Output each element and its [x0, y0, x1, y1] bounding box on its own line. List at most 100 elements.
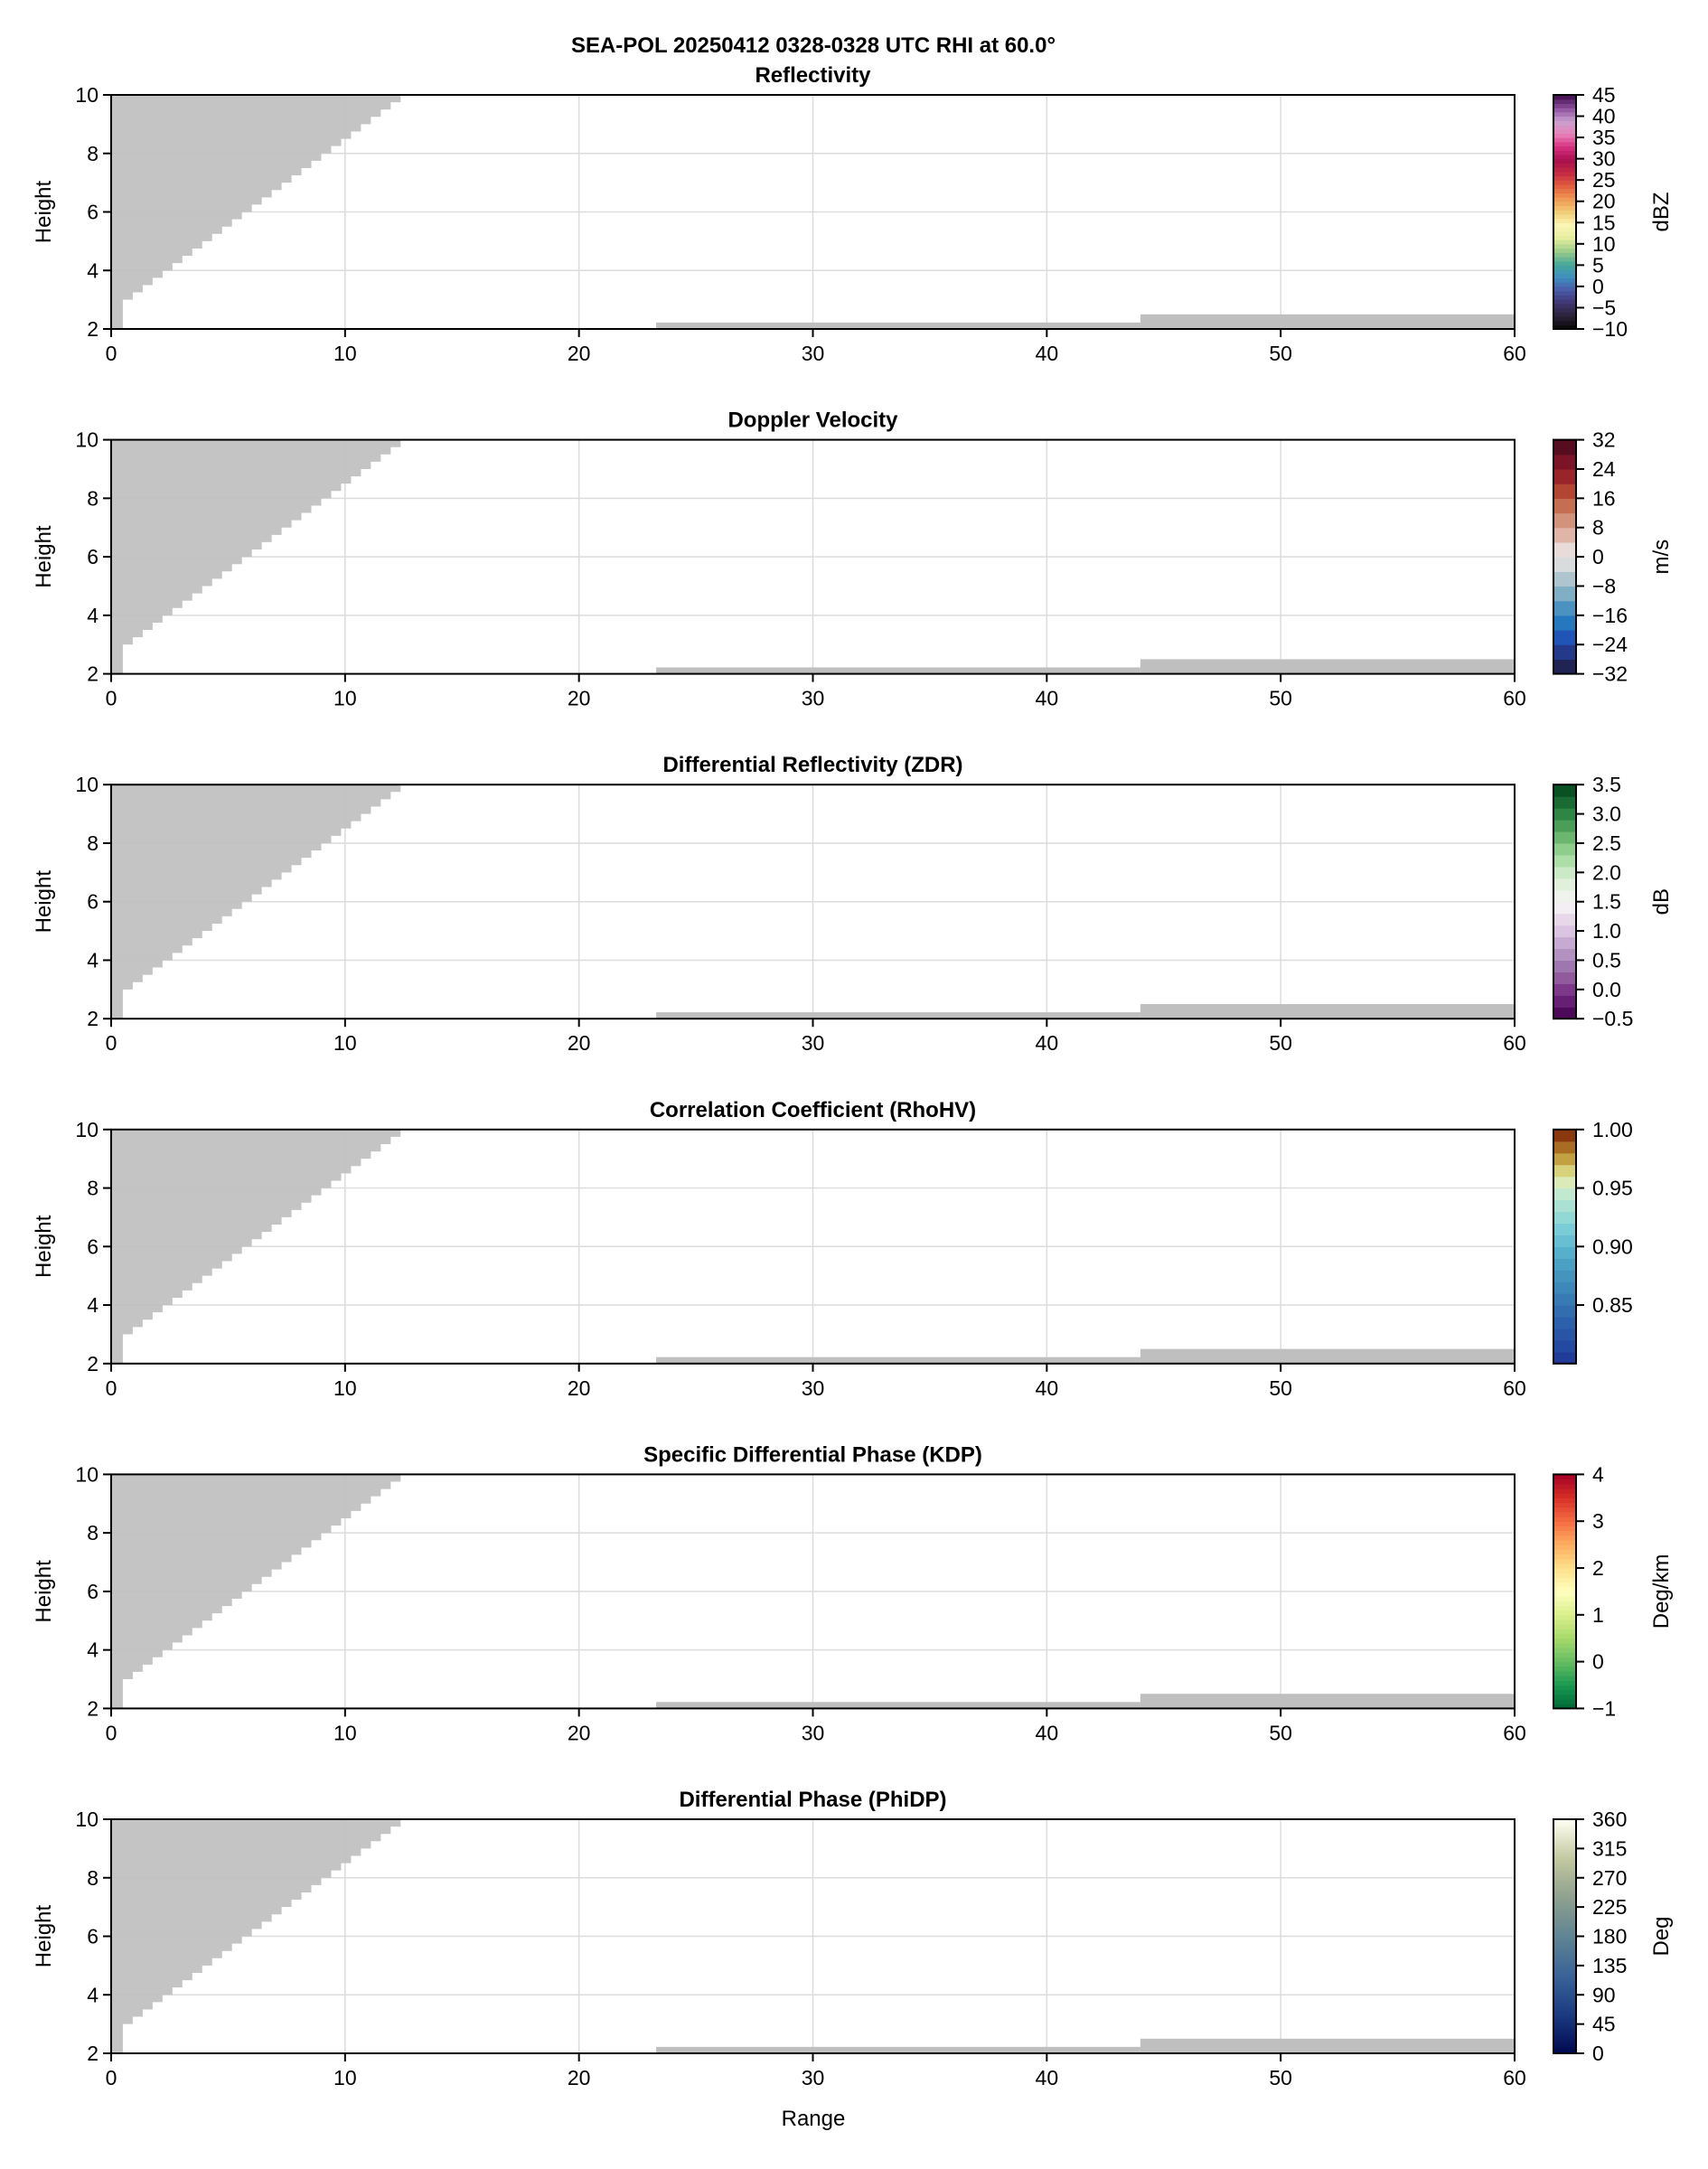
- colorbar-band: [1553, 222, 1576, 228]
- panel-title: Differential Phase (PhiDP): [679, 1788, 946, 1812]
- colorbar-band: [1553, 1952, 1576, 1956]
- colorbar-band: [1553, 1704, 1576, 1709]
- figure-title: SEA-POL 20250412 0328-0328 UTC RHI at 60…: [571, 33, 1056, 58]
- x-tick-label: 30: [802, 687, 825, 710]
- y-tick-label: 6: [87, 201, 99, 224]
- colorbar-band: [1553, 1992, 1576, 1995]
- colorbar-band: [1553, 808, 1576, 821]
- y-tick-label: 6: [87, 890, 99, 914]
- colorbar-band: [1553, 277, 1576, 283]
- colorbar-units-label: m/s: [1649, 540, 1674, 575]
- colorbar-band: [1553, 1328, 1576, 1341]
- colorbar-band: [1553, 1927, 1576, 1930]
- colorbar-tick-label: −16: [1592, 604, 1628, 627]
- colorbar-band: [1553, 1959, 1576, 1963]
- colorbar-band: [1553, 644, 1576, 661]
- colorbar-band: [1553, 171, 1576, 177]
- panel-5: Differential Phase (PhiDP)0 10 20 30 40 50 602…: [32, 1788, 1674, 2089]
- colorbar-band: [1553, 1971, 1576, 1975]
- x-tick-label: 30: [802, 342, 825, 365]
- panel-title: Correlation Coefficient (RhoHV): [650, 1098, 976, 1122]
- x-tick-label: 0: [106, 342, 117, 365]
- colorbar-band: [1553, 188, 1576, 193]
- colorbar-band: [1553, 1899, 1576, 1902]
- colorbar-band: [1553, 1903, 1576, 1907]
- colorbar-band: [1553, 1235, 1576, 1247]
- panel-title: Specific Differential Phase (KDP): [643, 1442, 982, 1467]
- colorbar-band: [1553, 1921, 1576, 1926]
- colorbar-band: [1553, 1987, 1576, 1991]
- colorbar-tick-label: 5: [1592, 253, 1604, 277]
- x-tick-label: 20: [568, 1376, 591, 1400]
- colorbar-band: [1553, 1521, 1576, 1526]
- colorbar-band: [1553, 1339, 1576, 1353]
- colorbar-band: [1553, 1554, 1576, 1560]
- x-tick-label: 30: [802, 2066, 825, 2089]
- colorbar-tick-label: 45: [1592, 83, 1616, 107]
- y-tick-label: 10: [75, 1808, 99, 1831]
- colorbar-band: [1553, 1694, 1576, 1700]
- colorbar-band: [1553, 468, 1576, 484]
- colorbar-band: [1553, 2034, 1576, 2038]
- surface-clutter-region: [1140, 1694, 1515, 1709]
- colorbar-band: [1553, 1824, 1576, 1827]
- colorbar-band: [1553, 1642, 1576, 1648]
- x-tick-label: 10: [333, 1721, 357, 1744]
- colorbar-tick-label: 225: [1592, 1895, 1627, 1919]
- colorbar-band: [1553, 1936, 1576, 1939]
- colorbar-tick-label: 3: [1592, 1509, 1604, 1533]
- y-tick-label: 10: [75, 83, 99, 107]
- colorbar-band: [1553, 2036, 1576, 2041]
- colorbar-tick-label: 2: [1592, 1556, 1604, 1580]
- panel-4: Specific Differential Phase (KDP)0 10 20 30…: [32, 1442, 1674, 1744]
- colorbar-tick-label: 1.0: [1592, 919, 1621, 943]
- colorbar-tick-label: 0.90: [1592, 1235, 1633, 1258]
- colorbar-band: [1553, 1864, 1576, 1867]
- colorbar-band: [1553, 1882, 1576, 1886]
- colorbar-band: [1553, 120, 1576, 126]
- colorbar-band: [1553, 1830, 1576, 1835]
- colorbar-band: [1553, 1282, 1576, 1294]
- colorbar-band: [1553, 128, 1576, 134]
- colorbar-band: [1553, 2046, 1576, 2050]
- y-tick-label: 8: [87, 142, 99, 165]
- colorbar-band: [1553, 1474, 1576, 1480]
- colorbar-band: [1553, 260, 1576, 266]
- colorbar-band: [1553, 1629, 1576, 1635]
- colorbar-band: [1553, 1502, 1576, 1508]
- colorbar-band: [1553, 1859, 1576, 1863]
- colorbar-band: [1553, 1596, 1576, 1601]
- colorbar-band: [1553, 1680, 1576, 1686]
- colorbar-band: [1553, 1545, 1576, 1550]
- x-tick-label: 60: [1503, 1376, 1526, 1400]
- panel-title: Reflectivity: [755, 63, 871, 88]
- colorbar-tick-label: 1.5: [1592, 890, 1621, 914]
- x-tick-label: 20: [568, 687, 591, 710]
- colorbar-band: [1553, 265, 1576, 270]
- y-tick-label: 2: [87, 2042, 99, 2065]
- colorbar-band: [1553, 269, 1576, 275]
- colorbar-band: [1553, 295, 1576, 300]
- colorbar-band: [1553, 1351, 1576, 1365]
- colorbar-tick-label: 1: [1592, 1603, 1604, 1627]
- colorbar-band: [1553, 2024, 1576, 2029]
- y-tick-label: 2: [87, 1007, 99, 1030]
- x-axis-label: Range: [782, 2107, 846, 2131]
- colorbar-band: [1553, 192, 1576, 198]
- colorbar-tick-label: 90: [1592, 1983, 1616, 2006]
- colorbar-band: [1553, 1905, 1576, 1910]
- colorbar-band: [1553, 1539, 1576, 1545]
- x-tick-label: 10: [333, 2066, 357, 2089]
- colorbar-tick-label: 0.0: [1592, 978, 1621, 1001]
- colorbar-band: [1553, 1873, 1576, 1876]
- colorbar-band: [1553, 141, 1576, 147]
- colorbar-band: [1553, 1852, 1576, 1855]
- y-tick-label: 2: [87, 1352, 99, 1376]
- colorbar-units-label: Deg/km: [1649, 1554, 1674, 1629]
- y-axis-label: Height: [32, 1215, 56, 1278]
- colorbar-band: [1553, 1915, 1576, 1919]
- surface-clutter-region: [1140, 1348, 1515, 1364]
- colorbar-tick-label: 0: [1592, 2042, 1604, 2065]
- colorbar-units-label: dB: [1649, 888, 1674, 915]
- colorbar-band: [1553, 1870, 1576, 1874]
